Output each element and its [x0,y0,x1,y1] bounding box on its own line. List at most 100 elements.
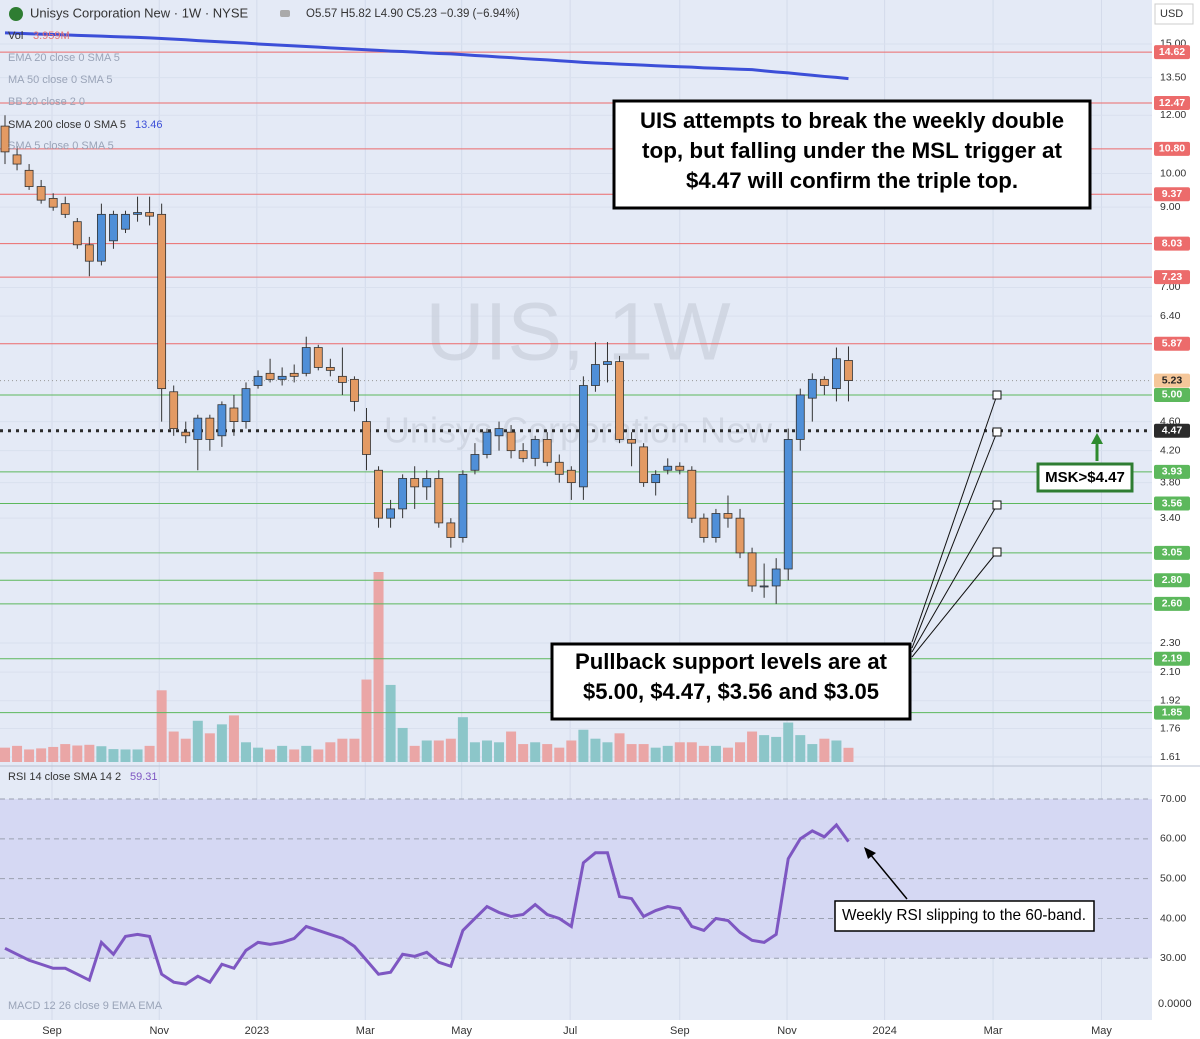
volume-bar [36,748,47,762]
msk-arrow-head [1091,433,1103,444]
volume-bar [84,744,95,762]
candle-body [844,360,853,381]
y-tick-label: 3.80 [1160,476,1181,488]
price-axis-background [1152,0,1200,1039]
candle-body [12,154,22,165]
price-level-tag [1154,423,1190,438]
candle-body [109,213,118,242]
rsi-tick-label: 70.00 [1160,793,1186,805]
volume-bar [602,742,613,762]
candle-body [72,221,82,246]
candle-body [36,186,46,201]
rsi-arrow [869,853,908,900]
volume-bar [216,724,227,762]
y-tick-label: 4.20 [1160,444,1181,456]
volume-bar [506,731,517,762]
rsi-annotation-box [834,900,1095,932]
candle-body [350,378,359,402]
price-level-tag [1154,270,1190,285]
volume-bar [626,744,637,762]
candle-body [699,517,709,538]
indicator-ma: MA 50 close 0 SMA 5 [8,74,113,86]
candle-body [265,372,275,380]
volume-bar [530,742,541,762]
price-level-tag [1154,545,1190,560]
price-level-label: 8.03 [1162,237,1183,249]
volume-bar [674,742,685,762]
y-tick-label: 7.00 [1160,281,1181,293]
x-tick-label: 2024 [872,1025,896,1037]
price-level-label: 1.85 [1162,706,1183,718]
rsi-tick-label: 30.00 [1160,952,1186,964]
indicator-bb: BB 20 close 2 0 [8,96,85,108]
volume-bar [795,735,806,762]
indicator-sma200: SMA 200 close 0 SMA 5 [8,119,126,131]
candle-body [566,469,576,484]
candle-body [60,203,70,215]
volume-bar [747,731,758,762]
msk-box [1036,462,1134,493]
y-tick-label: 6.40 [1160,310,1181,322]
rsi-tick-label: 40.00 [1160,912,1186,924]
candle-body [530,439,540,459]
price-level-label: 10.80 [1159,143,1185,155]
price-level-label: 5.00 [1162,389,1183,401]
candle-body [24,169,34,187]
x-tick-label: Jul [563,1025,577,1037]
connector [911,504,998,653]
y-tick-label: 2.10 [1160,666,1181,678]
price-level-label: 5.87 [1162,337,1183,349]
candle-body [145,212,154,217]
volume-bar [807,744,818,762]
price-level-label: 7.23 [1162,271,1183,283]
y-tick-label: 2.30 [1160,637,1181,649]
candle-body [663,465,673,471]
volume-bar [783,722,794,762]
volume-bar [60,744,71,762]
volume-bar [457,717,468,762]
volume-bar [72,745,83,762]
volume-bar [662,745,673,762]
y-tick-label: 1.92 [1160,695,1181,707]
price-level-tag [1154,236,1190,251]
candle-body [747,552,757,587]
price-level-tag [1154,95,1190,110]
volume-bar [289,749,300,762]
candle-body [193,417,203,440]
x-tick-label: May [451,1025,472,1037]
price-level-tag [1154,464,1190,479]
x-tick-label: Mar [356,1025,375,1037]
volume-bar [494,742,505,762]
price-level-tag [1154,573,1190,588]
watermark-title: UIS, 1W [425,287,731,378]
indicator-sma5: SMA 5 close 0 SMA 5 [8,140,114,152]
volume-bar [192,720,203,762]
candle-body [133,212,142,215]
candle-body [0,125,10,153]
volume-bar [12,745,23,762]
price-level-tag [1154,45,1190,60]
volume-bar [48,746,59,762]
volume-bar [710,745,721,762]
volume-bar [253,747,264,762]
volume-bar [373,572,384,762]
price-level-label: 12.47 [1159,97,1185,109]
price-level-label: 2.80 [1162,574,1183,586]
volume-bar [204,733,215,762]
candle-body [639,446,649,484]
volume-bar [759,735,770,762]
volume-bar [156,690,167,762]
candle-body [482,431,492,455]
annotation-box [550,642,912,721]
volume-bar [843,747,854,762]
volume-bar [277,745,288,762]
currency-button[interactable] [1154,3,1194,25]
annotation-text: Pullback support levels are at [575,649,888,674]
candle-body [374,469,383,519]
collapse-icon[interactable] [280,10,290,17]
msk-text: MSK>$4.47 [1045,469,1125,486]
candle-body [84,244,94,262]
candle-body [783,439,793,570]
volume-bar [349,738,360,762]
